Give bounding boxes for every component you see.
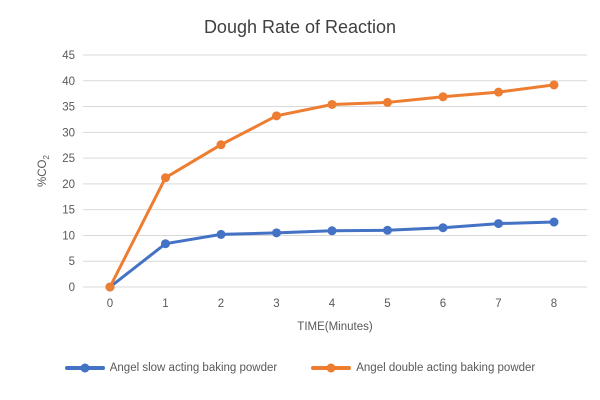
x-tick-label: 0 — [107, 298, 113, 310]
y-tick-label: 5 — [69, 256, 75, 268]
data-point-marker — [216, 140, 226, 150]
y-axis-title: %CO2 — [37, 155, 51, 187]
legend-line-marker-icon — [311, 363, 352, 373]
legend: Angel slow acting baking powder Angel dou… — [0, 362, 600, 374]
y-tick-label: 40 — [62, 76, 75, 88]
x-tick-label: 3 — [273, 298, 279, 310]
data-point-marker — [494, 219, 503, 229]
series-line-1 — [108, 83, 556, 289]
x-tick-label: 8 — [551, 298, 557, 310]
y-tick-label: 35 — [62, 102, 75, 114]
data-point-marker — [272, 228, 281, 238]
data-point-marker — [549, 217, 559, 227]
y-tick-label: 25 — [62, 153, 75, 165]
y-axis-title-text: %CO — [36, 159, 49, 187]
x-tick-label: 1 — [162, 298, 168, 310]
y-tick-label: 45 — [62, 50, 75, 62]
data-point-marker — [327, 226, 337, 236]
legend-dot-icon — [326, 363, 336, 373]
x-tick-label: 7 — [495, 298, 501, 310]
x-tick-label: 5 — [384, 298, 390, 310]
data-point-marker — [161, 239, 170, 249]
legend-label: Angel slow acting baking powder — [109, 362, 278, 374]
x-axis-title: TIME(Minutes) — [297, 321, 373, 333]
legend-item: Angel double acting baking powder — [311, 362, 535, 374]
legend-line-marker-icon — [64, 363, 105, 373]
data-point-marker — [494, 87, 503, 97]
legend-dot-icon — [80, 363, 90, 373]
data-point-marker — [216, 229, 226, 239]
data-point-marker — [438, 223, 448, 233]
data-point-marker — [383, 225, 392, 235]
x-tick-label: 2 — [218, 298, 224, 310]
y-tick-label: 30 — [62, 127, 75, 139]
x-tick-label: 4 — [329, 298, 336, 310]
data-point-marker — [383, 97, 392, 107]
y-tick-label: 0 — [69, 282, 75, 294]
data-point-marker — [549, 80, 559, 90]
data-point-marker — [327, 99, 337, 109]
data-point-marker — [105, 282, 115, 292]
y-axis-title-subscript: 2 — [42, 155, 52, 160]
data-point-marker — [161, 173, 170, 183]
y-tick-label: 20 — [62, 179, 75, 191]
data-point-marker — [272, 111, 281, 121]
x-tick-label: 6 — [440, 298, 446, 310]
legend-item: Angel slow acting baking powder — [64, 362, 278, 374]
chart-title: Dough Rate of Reaction — [203, 17, 397, 37]
data-point-marker — [438, 92, 448, 102]
y-tick-label: 15 — [62, 205, 75, 217]
y-tick-label: 10 — [62, 230, 75, 242]
legend-label: Angel double acting baking powder — [356, 362, 536, 374]
